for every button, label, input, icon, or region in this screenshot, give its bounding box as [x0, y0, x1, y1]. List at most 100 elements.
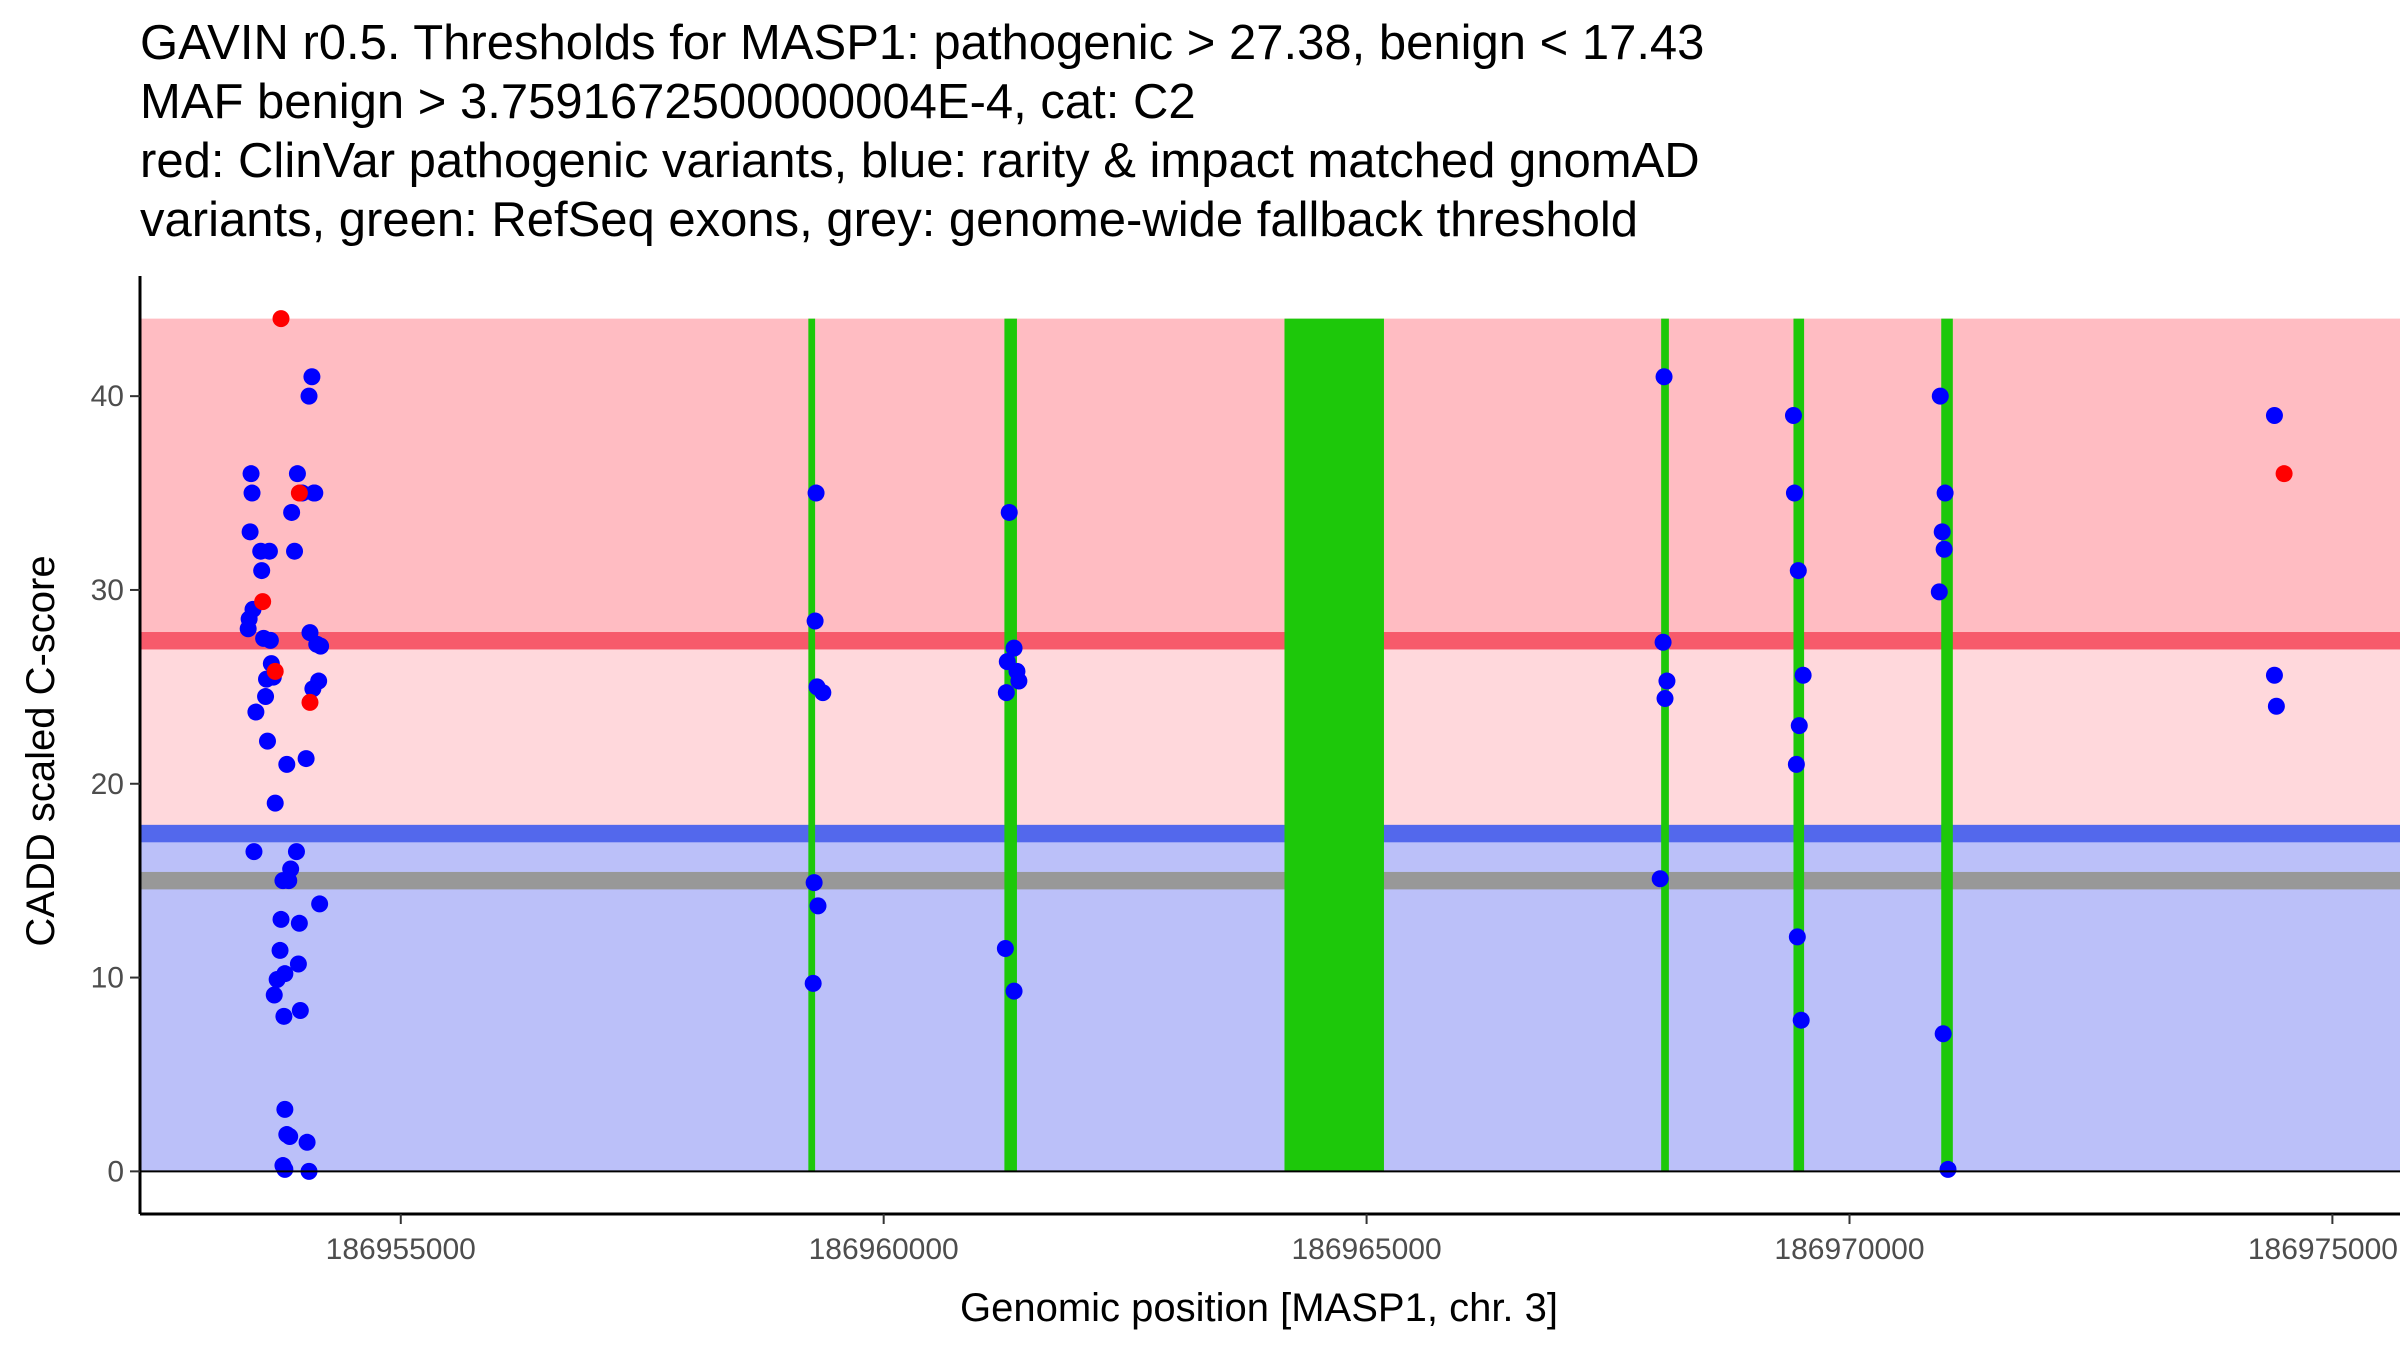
gnomad-point-44: [310, 672, 328, 690]
gnomad-point-59: [814, 684, 832, 702]
threshold-bands: [140, 318, 2400, 1172]
gnomad-point-65: [1005, 639, 1023, 657]
gnomad-point-37: [300, 387, 318, 405]
x-tick-label-0: 186955000: [326, 1233, 476, 1266]
gnomad-point-8: [247, 703, 265, 721]
gnomad-point-10: [253, 562, 271, 580]
exon-bar-3: [1284, 318, 1384, 1172]
chart-title: GAVIN r0.5. Thresholds for MASP1: pathog…: [140, 14, 1704, 250]
clinvar-point-6: [2275, 465, 2293, 483]
gnomad-point-86: [1936, 484, 1954, 502]
threshold-lines: [140, 632, 2400, 890]
gnomad-point-16: [261, 631, 279, 649]
benign-region: [140, 833, 2400, 1172]
gnomad-point-91: [2265, 407, 2283, 425]
gnomad-point-62: [804, 974, 822, 992]
gnomad-point-21: [272, 910, 290, 928]
gnomad-point-19: [266, 794, 284, 812]
gnomad-point-53: [276, 1160, 294, 1178]
x-tick-label-2: 186965000: [1291, 1233, 1441, 1266]
exon-bar-1: [808, 318, 816, 1172]
clinvar-point-3: [254, 593, 272, 611]
gnomad-point-67: [997, 684, 1015, 702]
gnomad-point-69: [996, 939, 1014, 957]
y-tick-label-10: 10: [91, 962, 124, 995]
gnomad-point-83: [1792, 1011, 1810, 1029]
gnomad-point-92: [2265, 666, 2283, 684]
gnomad-point-49: [276, 1100, 294, 1118]
gnomad-point-63: [1000, 503, 1018, 521]
gnomad-point-76: [1784, 407, 1802, 425]
gnomad-point-70: [1005, 982, 1023, 1000]
gnomad-point-71: [1655, 368, 1673, 386]
exon-bar-5: [1793, 318, 1805, 1172]
x-tick-label-4: 186975000: [2248, 1233, 2398, 1266]
benign-threshold-line: [140, 824, 2400, 843]
x-tick-label-3: 186970000: [1774, 1233, 1924, 1266]
gnomad-point-32: [289, 955, 307, 973]
gnomad-point-33: [290, 914, 308, 932]
gnomad-point-80: [1790, 717, 1808, 735]
data-points: [239, 310, 2293, 1180]
title-line-3: red: ClinVar pathogenic variants, blue: …: [140, 134, 1700, 188]
gnomad-point-15: [260, 542, 278, 560]
gnomad-point-20: [271, 941, 289, 959]
y-axis-title: CADD scaled C-score: [19, 555, 63, 946]
gnomad-point-82: [1788, 928, 1806, 946]
gnomad-point-74: [1656, 689, 1674, 707]
title-line-1: GAVIN r0.5. Thresholds for MASP1: pathog…: [140, 16, 1705, 70]
gnomad-point-2: [243, 484, 261, 502]
gnomad-point-25: [278, 755, 296, 773]
pathogenic-threshold-line: [140, 632, 2400, 650]
gnomad-point-78: [1789, 562, 1807, 580]
exon-bar-2: [1004, 318, 1017, 1172]
gnomad-point-39: [303, 368, 321, 386]
gnomad-point-79: [1794, 666, 1812, 684]
gnomad-point-60: [805, 874, 823, 892]
x-axis-title: Genomic position [MASP1, chr. 3]: [960, 1286, 1558, 1330]
gnomad-point-81: [1787, 755, 1805, 773]
gnomad-point-57: [807, 484, 825, 502]
gnomad-point-51: [281, 1127, 299, 1145]
y-tick-label-30: 30: [91, 574, 124, 607]
clinvar-point-2: [290, 484, 308, 502]
gnomad-point-6: [239, 620, 257, 638]
gnomad-point-48: [268, 971, 286, 988]
gnomad-point-68: [1010, 672, 1028, 690]
gnomad-point-47: [265, 986, 283, 1004]
gnomad-point-72: [1654, 633, 1672, 651]
gnomad-point-28: [283, 503, 301, 521]
gnomad-point-1: [242, 465, 260, 483]
gnomad-point-36: [297, 750, 315, 768]
y-tick-label-40: 40: [91, 380, 124, 413]
clinvar-point-1: [272, 310, 290, 328]
exon-bar-6: [1941, 318, 1953, 1172]
gnomad-point-14: [258, 732, 276, 750]
gnomad-point-31: [288, 465, 306, 483]
title-line-2: MAF benign > 3.7591672500000004E-4, cat:…: [140, 75, 1196, 129]
clinvar-point-5: [301, 693, 319, 711]
gnomad-point-61: [809, 897, 827, 915]
title-line-4: variants, green: RefSeq exons, grey: gen…: [140, 193, 1639, 247]
gnomad-point-88: [1930, 583, 1948, 601]
exon-bars: [808, 318, 1953, 1172]
gnomad-point-87: [1935, 540, 1953, 558]
clinvar-point-4: [266, 662, 284, 680]
gnomad-point-89: [1934, 1025, 1952, 1043]
gnomad-point-42: [306, 484, 324, 502]
gnomad-point-84: [1931, 387, 1949, 405]
gnomad-point-29: [286, 542, 304, 560]
gnomad-point-46: [312, 637, 330, 655]
gnomad-point-56: [806, 612, 824, 630]
y-tick-label-20: 20: [91, 768, 124, 801]
pathogenic-region: [140, 318, 2400, 641]
gnomad-point-7: [245, 843, 263, 861]
exon-bar-4: [1661, 318, 1669, 1172]
gnomad-point-73: [1658, 672, 1676, 690]
gnomad-point-34: [291, 1002, 309, 1020]
gnomad-point-3: [241, 523, 259, 541]
gnomad-point-12: [257, 688, 275, 706]
gnomad-point-30: [287, 843, 305, 861]
gnomad-point-75: [1651, 870, 1669, 888]
